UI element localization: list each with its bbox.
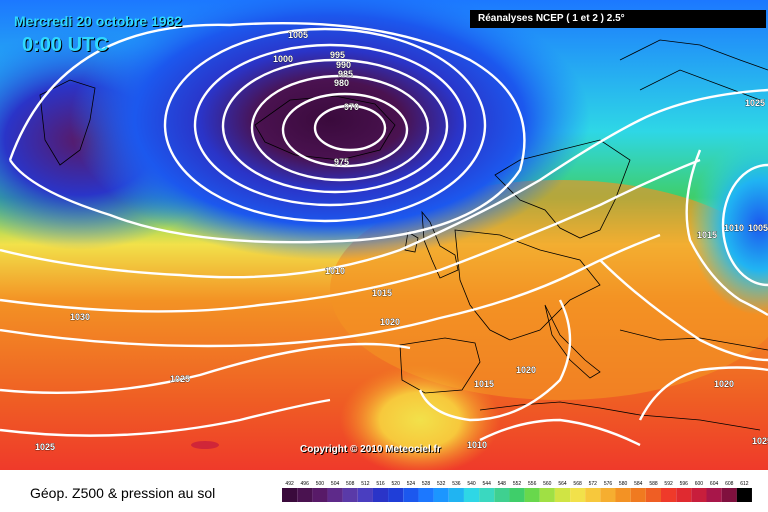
scale-tick-label: 608 — [725, 481, 734, 487]
scale-tick-label: 492 — [285, 481, 294, 487]
map-caption: Géop. Z500 & pression au sol — [30, 485, 216, 501]
scale-tick-label: 592 — [664, 481, 673, 487]
scale-tick-label: 588 — [649, 481, 658, 487]
scale-tick-label: 536 — [452, 481, 461, 487]
scale-tick-label: 520 — [392, 481, 401, 487]
map-date: Mercredi 20 octobre 1982 — [14, 13, 183, 29]
isobar-label: 1005 — [288, 30, 308, 40]
isobar-label: 1015 — [372, 288, 392, 298]
scale-swatch — [494, 488, 510, 502]
isobar-label: 980 — [334, 78, 349, 88]
scale-swatch — [600, 488, 616, 502]
isobar-label: 970 — [344, 102, 359, 112]
isobars — [0, 21, 768, 447]
isobar-label: 1010 — [467, 440, 487, 450]
scale-swatch — [509, 488, 525, 502]
isobar-label: 1010 — [724, 223, 744, 233]
scale-swatch — [388, 488, 404, 502]
scale-swatch — [403, 488, 419, 502]
isobar-label: 1030 — [70, 312, 90, 322]
scale-swatch — [645, 488, 662, 502]
scale-swatch — [373, 488, 389, 502]
scale-swatch — [661, 488, 677, 502]
scale-swatch — [721, 488, 737, 502]
scale-tick-label: 572 — [589, 481, 598, 487]
scale-swatch — [615, 488, 631, 502]
scale-tick-label: 528 — [422, 481, 431, 487]
scale-tick-label: 580 — [619, 481, 628, 487]
scale-swatch — [706, 488, 722, 502]
scale-tick-label: 532 — [437, 481, 446, 487]
isobar-label: 1010 — [325, 266, 345, 276]
scale-swatch — [676, 488, 692, 502]
south-ridge-field — [340, 365, 500, 470]
isobar-label: 1025 — [745, 98, 765, 108]
scale-tick-label: 552 — [513, 481, 522, 487]
scale-swatch — [327, 488, 343, 502]
scale-swatch — [357, 488, 373, 502]
source-banner: Réanalyses NCEP ( 1 et 2 ) 2.5° — [470, 10, 766, 28]
scale-swatch — [539, 488, 555, 502]
scale-tick-label: 560 — [543, 481, 552, 487]
scale-tick-label: 584 — [634, 481, 643, 487]
scale-tick-label: 540 — [467, 481, 476, 487]
isobar-label: 1015 — [474, 379, 494, 389]
isobar-label: 990 — [336, 60, 351, 70]
isobar-label: 1025 — [752, 436, 768, 446]
scale-tick-label: 564 — [558, 481, 567, 487]
scale-tick-label: 504 — [331, 481, 340, 487]
isobar-label: 1020 — [380, 317, 400, 327]
scale-tick-label: 516 — [376, 481, 385, 487]
scale-tick-label: 508 — [346, 481, 355, 487]
scale-swatch — [282, 488, 298, 502]
scale-tick-label: 576 — [604, 481, 613, 487]
isobar-label: 1015 — [697, 230, 717, 240]
scale-tick-label: 544 — [483, 481, 492, 487]
scale-swatch — [570, 488, 586, 502]
isobar-label: 1020 — [714, 379, 734, 389]
scale-tick-label: 512 — [361, 481, 370, 487]
scale-swatch — [418, 488, 434, 502]
scale-swatch — [524, 488, 540, 502]
scale-swatch — [630, 488, 646, 502]
scale-tick-label: 596 — [680, 481, 689, 487]
isobar-label: 1020 — [516, 365, 536, 375]
scale-swatch — [479, 488, 495, 502]
scale-swatch — [448, 488, 464, 502]
isobar-label: 985 — [338, 69, 353, 79]
isobar-label: 1000 — [273, 54, 293, 64]
scale-tick-label: 568 — [573, 481, 582, 487]
hot-spot — [191, 441, 219, 449]
color-scale: 492 496 500 504 508 512 516 520 524 528 532 536 540 5… — [282, 481, 752, 502]
scale-tick-label: 548 — [498, 481, 507, 487]
scale-tick-label: 600 — [695, 481, 704, 487]
scale-tick-label: 496 — [301, 481, 310, 487]
isobar-label: 995 — [330, 50, 345, 60]
scale-swatch — [297, 488, 313, 502]
isobar-labels: 1005 1000 995 990 985 980 970 975 1010 1… — [35, 30, 768, 453]
scale-tick-label: 604 — [710, 481, 719, 487]
geopotential-map: 1005 1000 995 990 985 980 970 975 1010 1… — [0, 0, 768, 470]
isobar-label: 1025 — [170, 374, 190, 384]
scale-swatch — [342, 488, 358, 502]
scale-swatch — [691, 488, 707, 502]
scale-tick-label: 556 — [528, 481, 537, 487]
scale-swatch — [433, 488, 449, 502]
isobar-label: 975 — [334, 157, 349, 167]
copyright-notice: Copyright © 2010 Meteociel.fr — [300, 444, 441, 455]
scale-swatch — [554, 488, 571, 502]
isobar-label: 1005 — [748, 223, 768, 233]
scale-swatch — [736, 488, 752, 502]
scale-tick-label: 612 — [740, 481, 749, 487]
scale-swatch — [312, 488, 328, 502]
isobar-label: 1025 — [35, 442, 55, 452]
map-time: 0:00 UTC — [22, 34, 109, 56]
scale-tick-label: 524 — [407, 481, 416, 487]
scale-swatch — [585, 488, 601, 502]
scale-swatch — [463, 488, 480, 502]
scale-tick-label: 500 — [316, 481, 325, 487]
